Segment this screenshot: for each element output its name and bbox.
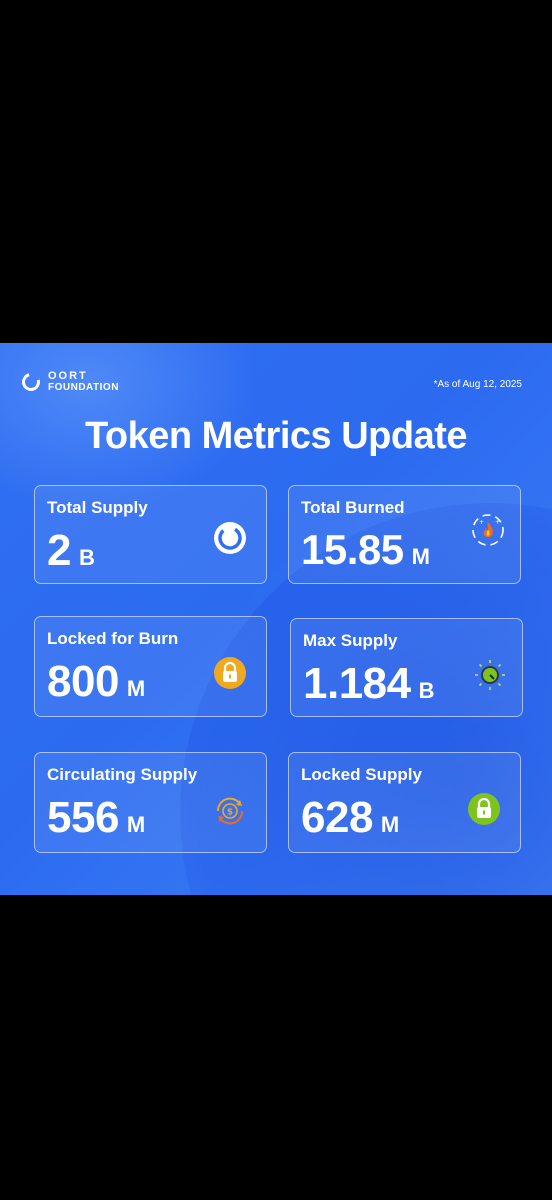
metric-label: Locked Supply (301, 765, 422, 784)
metric-number: 628 (301, 793, 373, 842)
metric-value: 1.184 B (303, 659, 435, 709)
oort-logo: OORT FOUNDATION (18, 369, 119, 395)
metric-label: Total Burned (301, 498, 405, 517)
metric-value: 628 M (301, 793, 399, 843)
circulating-dollar-icon: $ (216, 797, 244, 825)
metric-label: Max Supply (303, 631, 398, 650)
metric-unit: M (411, 544, 430, 569)
metric-number: 1.184 (303, 659, 411, 708)
metric-number: 556 (47, 793, 119, 842)
metric-number: 15.85 (301, 526, 404, 573)
metric-value: 800 M (47, 657, 145, 707)
metric-unit: B (78, 545, 95, 570)
page-title: Token Metrics Update (84, 415, 468, 457)
gauge-icon (475, 660, 505, 690)
metric-label: Locked for Burn (47, 629, 179, 648)
logo-name: OORT (48, 370, 88, 382)
logo-subtitle: FOUNDATION (48, 382, 119, 393)
metric-value: 556 M (47, 793, 145, 843)
svg-text:+: + (479, 519, 484, 526)
logo-text: OORT FOUNDATION (48, 370, 119, 394)
metric-card-max-supply: Max Supply 1.184 B (290, 618, 523, 717)
metric-label: Circulating Supply (47, 765, 198, 784)
metric-number: 2 (47, 526, 71, 575)
metric-number: 800 (47, 657, 119, 706)
oort-logo-icon (18, 369, 44, 395)
token-metrics-image: OORT FOUNDATION *As of Aug 12, 2025 Toke… (0, 343, 552, 895)
as-of-date: *As of Aug 12, 2025 (433, 379, 522, 390)
green-lock-icon (468, 793, 500, 825)
fire-burn-icon: + + (472, 514, 504, 546)
metric-unit: M (380, 812, 399, 837)
metric-card-locked-for-burn: Locked for Burn 800 M (34, 616, 267, 717)
oort-ring-icon (214, 522, 246, 554)
metric-unit: M (126, 676, 145, 701)
metric-card-total-burned: Total Burned 15.85 M + + (288, 485, 521, 584)
gold-lock-icon (214, 657, 246, 689)
svg-text:+: + (495, 519, 500, 526)
svg-text:$: $ (227, 808, 233, 818)
metric-label: Total Supply (47, 498, 148, 517)
metric-unit: M (126, 812, 145, 837)
metric-card-circulating-supply: Circulating Supply 556 M $ (34, 752, 267, 853)
metric-value: 15.85 M (301, 526, 430, 574)
metric-card-locked-supply: Locked Supply 628 M (288, 752, 521, 853)
metric-unit: B (418, 678, 435, 703)
